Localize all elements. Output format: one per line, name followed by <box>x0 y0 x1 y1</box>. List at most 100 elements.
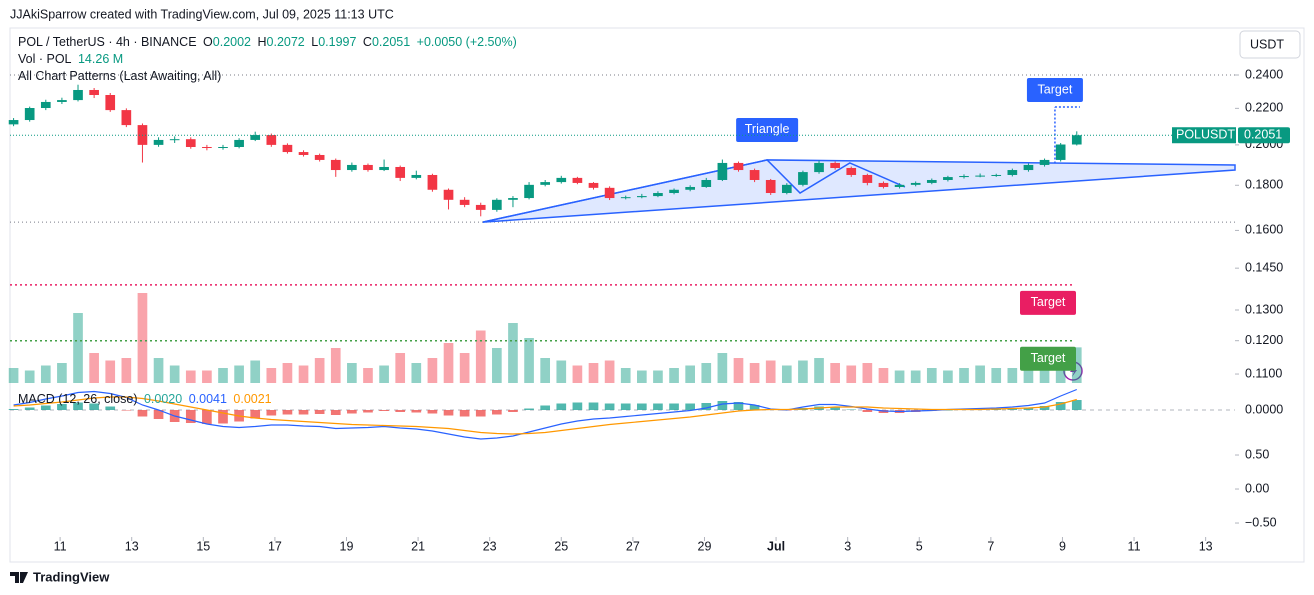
x-tick-label: 29 <box>698 539 712 553</box>
candle-body <box>540 182 551 185</box>
volume-bar <box>202 370 212 383</box>
volume-bar <box>1071 347 1082 383</box>
l-label: L <box>311 35 319 49</box>
alert-bolt[interactable] <box>1070 365 1077 377</box>
macd-hist-bar <box>363 410 373 413</box>
candle-body <box>202 147 212 149</box>
volume-bar <box>669 368 679 383</box>
volume-bar <box>620 368 631 383</box>
macd-hist-bar <box>24 407 35 410</box>
x-tick-label: 17 <box>268 539 282 553</box>
candle-body <box>40 101 51 109</box>
x-tick-label: 23 <box>483 539 497 553</box>
target-box <box>1026 77 1083 102</box>
volume-bar <box>1023 363 1034 383</box>
macd-hist-bar <box>475 410 486 417</box>
volume-bar <box>508 323 518 383</box>
candle-body <box>620 197 631 199</box>
volume-bar <box>943 370 953 383</box>
volume-bar <box>1007 368 1018 383</box>
candle-body <box>379 166 389 171</box>
candle-body <box>669 189 679 194</box>
volume-bar <box>459 353 470 383</box>
candle-body <box>959 176 969 178</box>
volume-bar <box>685 365 695 383</box>
macd-hist-bar <box>669 403 679 410</box>
target-label: Target <box>1031 351 1066 365</box>
macd-hist-bar <box>862 410 873 412</box>
macd-tick-label: 0.0000 <box>1245 402 1283 416</box>
volume-bar <box>250 360 261 383</box>
volume-bar <box>411 363 422 383</box>
macd-hist-bar <box>459 410 470 417</box>
macd-hist-bar <box>749 405 760 410</box>
volume-bar <box>105 360 116 383</box>
candle-body <box>781 184 792 194</box>
volume-bar <box>524 338 534 383</box>
macd-hist-bar <box>943 410 953 411</box>
candle-body <box>169 139 180 141</box>
currency-box[interactable] <box>1239 30 1301 59</box>
x-tick-label: 13 <box>125 539 139 553</box>
volume-bar <box>89 353 99 383</box>
macd-hist-bar <box>105 406 116 410</box>
macd-hist-bar <box>846 409 857 410</box>
candle-body <box>89 89 99 96</box>
chart-frame <box>9 27 1305 563</box>
candle-body <box>363 164 373 171</box>
macd-hist-bar <box>121 410 132 411</box>
macd-hist-bar <box>556 403 567 410</box>
volume-bar <box>846 365 857 383</box>
volume-bar <box>185 370 196 383</box>
macd-hist-bar <box>685 403 695 410</box>
volume-bar <box>330 348 341 383</box>
y-tick-label: 0.1600 <box>1245 223 1283 237</box>
legend-line-2: Vol · POL 14.26 M <box>18 52 126 66</box>
macd-title: MACD (12, 26, close) <box>18 392 138 406</box>
macd-hist-bar <box>137 410 148 417</box>
volume-bar <box>282 363 293 383</box>
candle-body <box>8 120 19 125</box>
volume-bar <box>347 363 357 383</box>
candle-body <box>459 199 470 205</box>
macd-hist-bar <box>411 410 422 413</box>
candle-body <box>1023 164 1034 171</box>
candle-body <box>234 139 244 148</box>
macd-hist-bar <box>298 410 309 415</box>
volume-bar <box>894 370 905 383</box>
macd-hist-bar <box>620 403 631 410</box>
macd-hist-bar <box>8 409 19 410</box>
candle-body <box>395 166 406 178</box>
symbol: POL / TetherUS · 4h · BINANCE <box>18 35 197 49</box>
macd-hist-bar <box>604 403 615 410</box>
volume-bar <box>540 358 551 383</box>
candle-body <box>926 179 937 183</box>
volume-bar <box>234 365 244 383</box>
candle-body <box>73 89 83 101</box>
macd-scale-label: 0.50 <box>1245 447 1269 461</box>
volume-bar <box>878 368 889 383</box>
macd-hist-bar <box>153 410 164 419</box>
currency[interactable]: USDT <box>1250 37 1284 51</box>
macd-hist-bar <box>540 405 551 410</box>
macd-hist-bar <box>379 410 389 411</box>
volume-bar <box>314 358 325 383</box>
volume-bar <box>556 360 567 383</box>
macd-hist-bar <box>1039 406 1050 410</box>
volume-bar <box>298 365 309 383</box>
target-box <box>1020 346 1076 371</box>
macd-hist-bar <box>282 410 293 415</box>
candle-body <box>653 193 663 197</box>
x-tick-label: 25 <box>554 539 568 553</box>
candle-body <box>524 184 534 199</box>
volume-bar <box>653 370 663 383</box>
x-tick-label: 3 <box>844 539 851 553</box>
candle-body <box>185 139 196 148</box>
volume-bar <box>475 330 486 383</box>
volume-bar <box>137 293 148 383</box>
candle-body <box>685 186 695 190</box>
macd-hist-bar <box>830 407 840 410</box>
pattern-area <box>482 159 1236 223</box>
y-tick-label: 0.1200 <box>1245 333 1283 347</box>
